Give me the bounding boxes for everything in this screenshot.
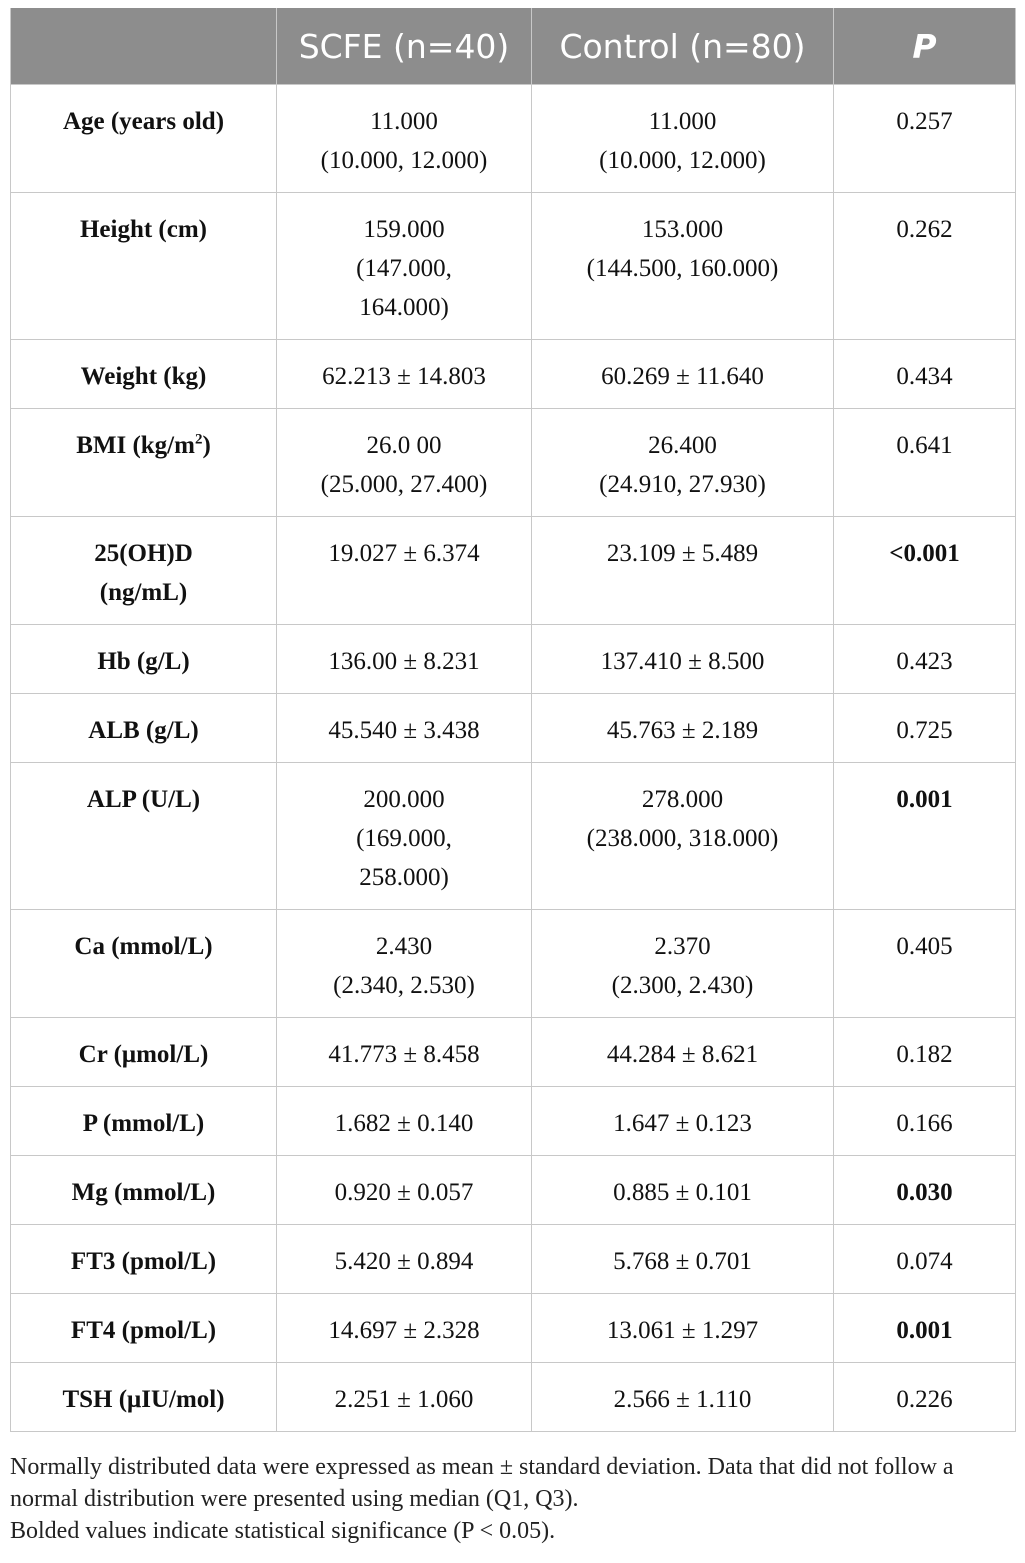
header-scfe: SCFE (n=40) — [276, 8, 532, 85]
table-row: BMI (kg/m2) 26.0 00 (25.000, 27.400) 26.400… — [10, 408, 1016, 517]
cell-p-value: 0.725 — [833, 693, 1016, 763]
table-row: FT4 (pmol/L) 14.697 ± 2.328 13.061 ± 1.297… — [10, 1293, 1016, 1363]
row-label: Mg (mmol/L) — [10, 1155, 277, 1225]
row-label: ALB (g/L) — [10, 693, 277, 763]
cell-control: 44.284 ± 8.621 — [531, 1017, 834, 1087]
table-row: ALB (g/L) 45.540 ± 3.438 45.763 ± 2.189 0.7… — [10, 693, 1016, 763]
footnote-distribution: Normally distributed data were expressed… — [10, 1454, 954, 1512]
cell-p-value: 0.030 — [833, 1155, 1016, 1225]
cell-p-value: 0.434 — [833, 339, 1016, 409]
cell-control: 11.000 (10.000, 12.000) — [531, 84, 834, 193]
cell-scfe: 159.000 (147.000, 164.000) — [276, 192, 532, 340]
cell-p-value: 0.641 — [833, 408, 1016, 517]
cell-p-value: 0.405 — [833, 909, 1016, 1018]
row-label-superscript: 2 — [194, 431, 203, 448]
table-row: TSH (μIU/mol) 2.251 ± 1.060 2.566 ± 1.110 0… — [10, 1362, 1016, 1432]
cell-scfe: 136.00 ± 8.231 — [276, 624, 532, 694]
cell-control: 1.647 ± 0.123 — [531, 1086, 834, 1156]
cell-scfe: 0.920 ± 0.057 — [276, 1155, 532, 1225]
header-control: Control (n=80) — [531, 8, 834, 85]
table-row: Cr (μmol/L) 41.773 ± 8.458 44.284 ± 8.621 0… — [10, 1017, 1016, 1087]
cell-p-value: 0.423 — [833, 624, 1016, 694]
cell-p-value: 0.257 — [833, 84, 1016, 193]
row-label: TSH (μIU/mol) — [10, 1362, 277, 1432]
cell-p-value: 0.074 — [833, 1224, 1016, 1294]
cell-control: 26.400 (24.910, 27.930) — [531, 408, 834, 517]
row-label: FT3 (pmol/L) — [10, 1224, 277, 1294]
cell-control: 5.768 ± 0.701 — [531, 1224, 834, 1294]
row-label: Cr (μmol/L) — [10, 1017, 277, 1087]
table-footnotes: Normally distributed data were expressed… — [10, 1451, 1015, 1547]
cell-scfe: 45.540 ± 3.438 — [276, 693, 532, 763]
cell-control: 137.410 ± 8.500 — [531, 624, 834, 694]
cell-p-value: 0.226 — [833, 1362, 1016, 1432]
row-label: ALP (U/L) — [10, 762, 277, 910]
row-label: P (mmol/L) — [10, 1086, 277, 1156]
table-row: Weight (kg) 62.213 ± 14.803 60.269 ± 11.64… — [10, 339, 1016, 409]
table-row: Hb (g/L) 136.00 ± 8.231 137.410 ± 8.500 0.4… — [10, 624, 1016, 694]
cell-p-value: 0.166 — [833, 1086, 1016, 1156]
table-body: Age (years old) 11.000 (10.000, 12.000) 11.… — [10, 84, 1016, 1432]
table-row: Mg (mmol/L) 0.920 ± 0.057 0.885 ± 0.101 0.0… — [10, 1155, 1016, 1225]
row-label: FT4 (pmol/L) — [10, 1293, 277, 1363]
cell-control: 13.061 ± 1.297 — [531, 1293, 834, 1363]
cell-scfe: 62.213 ± 14.803 — [276, 339, 532, 409]
cell-control: 45.763 ± 2.189 — [531, 693, 834, 763]
cell-scfe: 200.000 (169.000, 258.000) — [276, 762, 532, 910]
table-row: Age (years old) 11.000 (10.000, 12.000) 11.… — [10, 84, 1016, 193]
cell-control: 153.000 (144.500, 160.000) — [531, 192, 834, 340]
cell-control: 23.109 ± 5.489 — [531, 516, 834, 625]
cell-scfe: 19.027 ± 6.374 — [276, 516, 532, 625]
table-row: Ca (mmol/L) 2.430 (2.340, 2.530) 2.370 (2.30… — [10, 909, 1016, 1018]
data-table-container: SCFE (n=40) Control (n=80) P Age (years … — [10, 8, 1016, 1432]
cell-scfe: 2.251 ± 1.060 — [276, 1362, 532, 1432]
cell-p-value: <0.001 — [833, 516, 1016, 625]
row-label: Hb (g/L) — [10, 624, 277, 694]
row-label: Ca (mmol/L) — [10, 909, 277, 1018]
cell-scfe: 11.000 (10.000, 12.000) — [276, 84, 532, 193]
cell-scfe: 2.430 (2.340, 2.530) — [276, 909, 532, 1018]
cell-p-value: 0.262 — [833, 192, 1016, 340]
table-row: ALP (U/L) 200.000 (169.000, 258.000) 278.000… — [10, 762, 1016, 910]
footnote-significance: Bolded values indicate statistical signi… — [10, 1518, 556, 1544]
cell-scfe: 26.0 00 (25.000, 27.400) — [276, 408, 532, 517]
table-header-row: SCFE (n=40) Control (n=80) P — [10, 8, 1016, 85]
row-label: Height (cm) — [10, 192, 277, 340]
cell-control: 2.566 ± 1.110 — [531, 1362, 834, 1432]
header-p-value: P — [833, 8, 1016, 85]
row-label: Age (years old) — [10, 84, 277, 193]
comparison-table: SCFE (n=40) Control (n=80) P Age (years … — [10, 8, 1016, 1432]
cell-p-value: 0.001 — [833, 1293, 1016, 1363]
header-label-col — [10, 8, 277, 85]
cell-scfe: 41.773 ± 8.458 — [276, 1017, 532, 1087]
table-row: P (mmol/L) 1.682 ± 0.140 1.647 ± 0.123 0.16… — [10, 1086, 1016, 1156]
row-label: BMI (kg/m2) — [10, 408, 277, 517]
cell-control: 2.370 (2.300, 2.430) — [531, 909, 834, 1018]
table-row: 25(OH)D (ng/mL) 19.027 ± 6.374 23.109 ± 5.4… — [10, 516, 1016, 625]
cell-control: 0.885 ± 0.101 — [531, 1155, 834, 1225]
table-row: FT3 (pmol/L) 5.420 ± 0.894 5.768 ± 0.701 0.… — [10, 1224, 1016, 1294]
cell-scfe: 5.420 ± 0.894 — [276, 1224, 532, 1294]
cell-p-value: 0.182 — [833, 1017, 1016, 1087]
row-label: Weight (kg) — [10, 339, 277, 409]
row-label: 25(OH)D (ng/mL) — [10, 516, 277, 625]
cell-scfe: 1.682 ± 0.140 — [276, 1086, 532, 1156]
table-row: Height (cm) 159.000 (147.000, 164.000) 153.0… — [10, 192, 1016, 340]
cell-control: 278.000 (238.000, 318.000) — [531, 762, 834, 910]
cell-p-value: 0.001 — [833, 762, 1016, 910]
cell-control: 60.269 ± 11.640 — [531, 339, 834, 409]
cell-scfe: 14.697 ± 2.328 — [276, 1293, 532, 1363]
